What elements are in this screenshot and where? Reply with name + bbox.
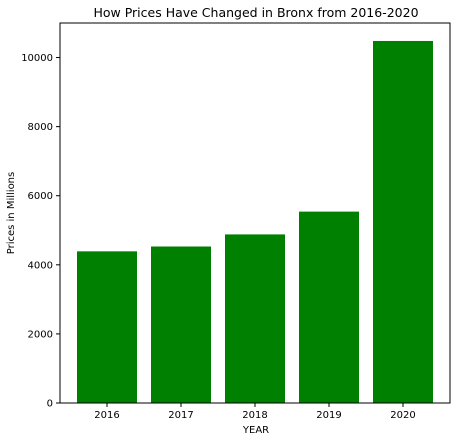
x-axis: 2016 2017 2018 2019 2020 bbox=[94, 403, 416, 421]
bar-2020 bbox=[373, 40, 433, 404]
y-axis-label: Prices in Millions bbox=[6, 172, 17, 255]
x-tick-label-2018: 2018 bbox=[242, 410, 267, 421]
x-tick-label-2019: 2019 bbox=[316, 410, 341, 421]
bar-2017 bbox=[151, 246, 211, 403]
y-tick-label-2000: 2000 bbox=[28, 329, 53, 340]
y-tick-label-10000: 10000 bbox=[21, 53, 53, 64]
bar-2018 bbox=[225, 234, 285, 403]
y-axis: 0 2000 4000 6000 8000 10000 bbox=[21, 53, 60, 410]
bar-2016 bbox=[77, 251, 137, 403]
y-tick-label-8000: 8000 bbox=[28, 122, 53, 133]
chart-title: How Prices Have Changed in Bronx from 20… bbox=[93, 5, 418, 20]
x-axis-label: YEAR bbox=[242, 425, 269, 436]
y-tick-label-4000: 4000 bbox=[28, 260, 53, 271]
plot-frame bbox=[59, 22, 451, 404]
x-tick-label-2020: 2020 bbox=[390, 410, 415, 421]
y-tick-label-6000: 6000 bbox=[28, 191, 53, 202]
x-tick-label-2016: 2016 bbox=[94, 410, 119, 421]
y-tick-label-0: 0 bbox=[47, 399, 53, 410]
x-tick-label-2017: 2017 bbox=[168, 410, 193, 421]
bar-2019 bbox=[299, 211, 359, 403]
bars-group bbox=[77, 40, 433, 404]
